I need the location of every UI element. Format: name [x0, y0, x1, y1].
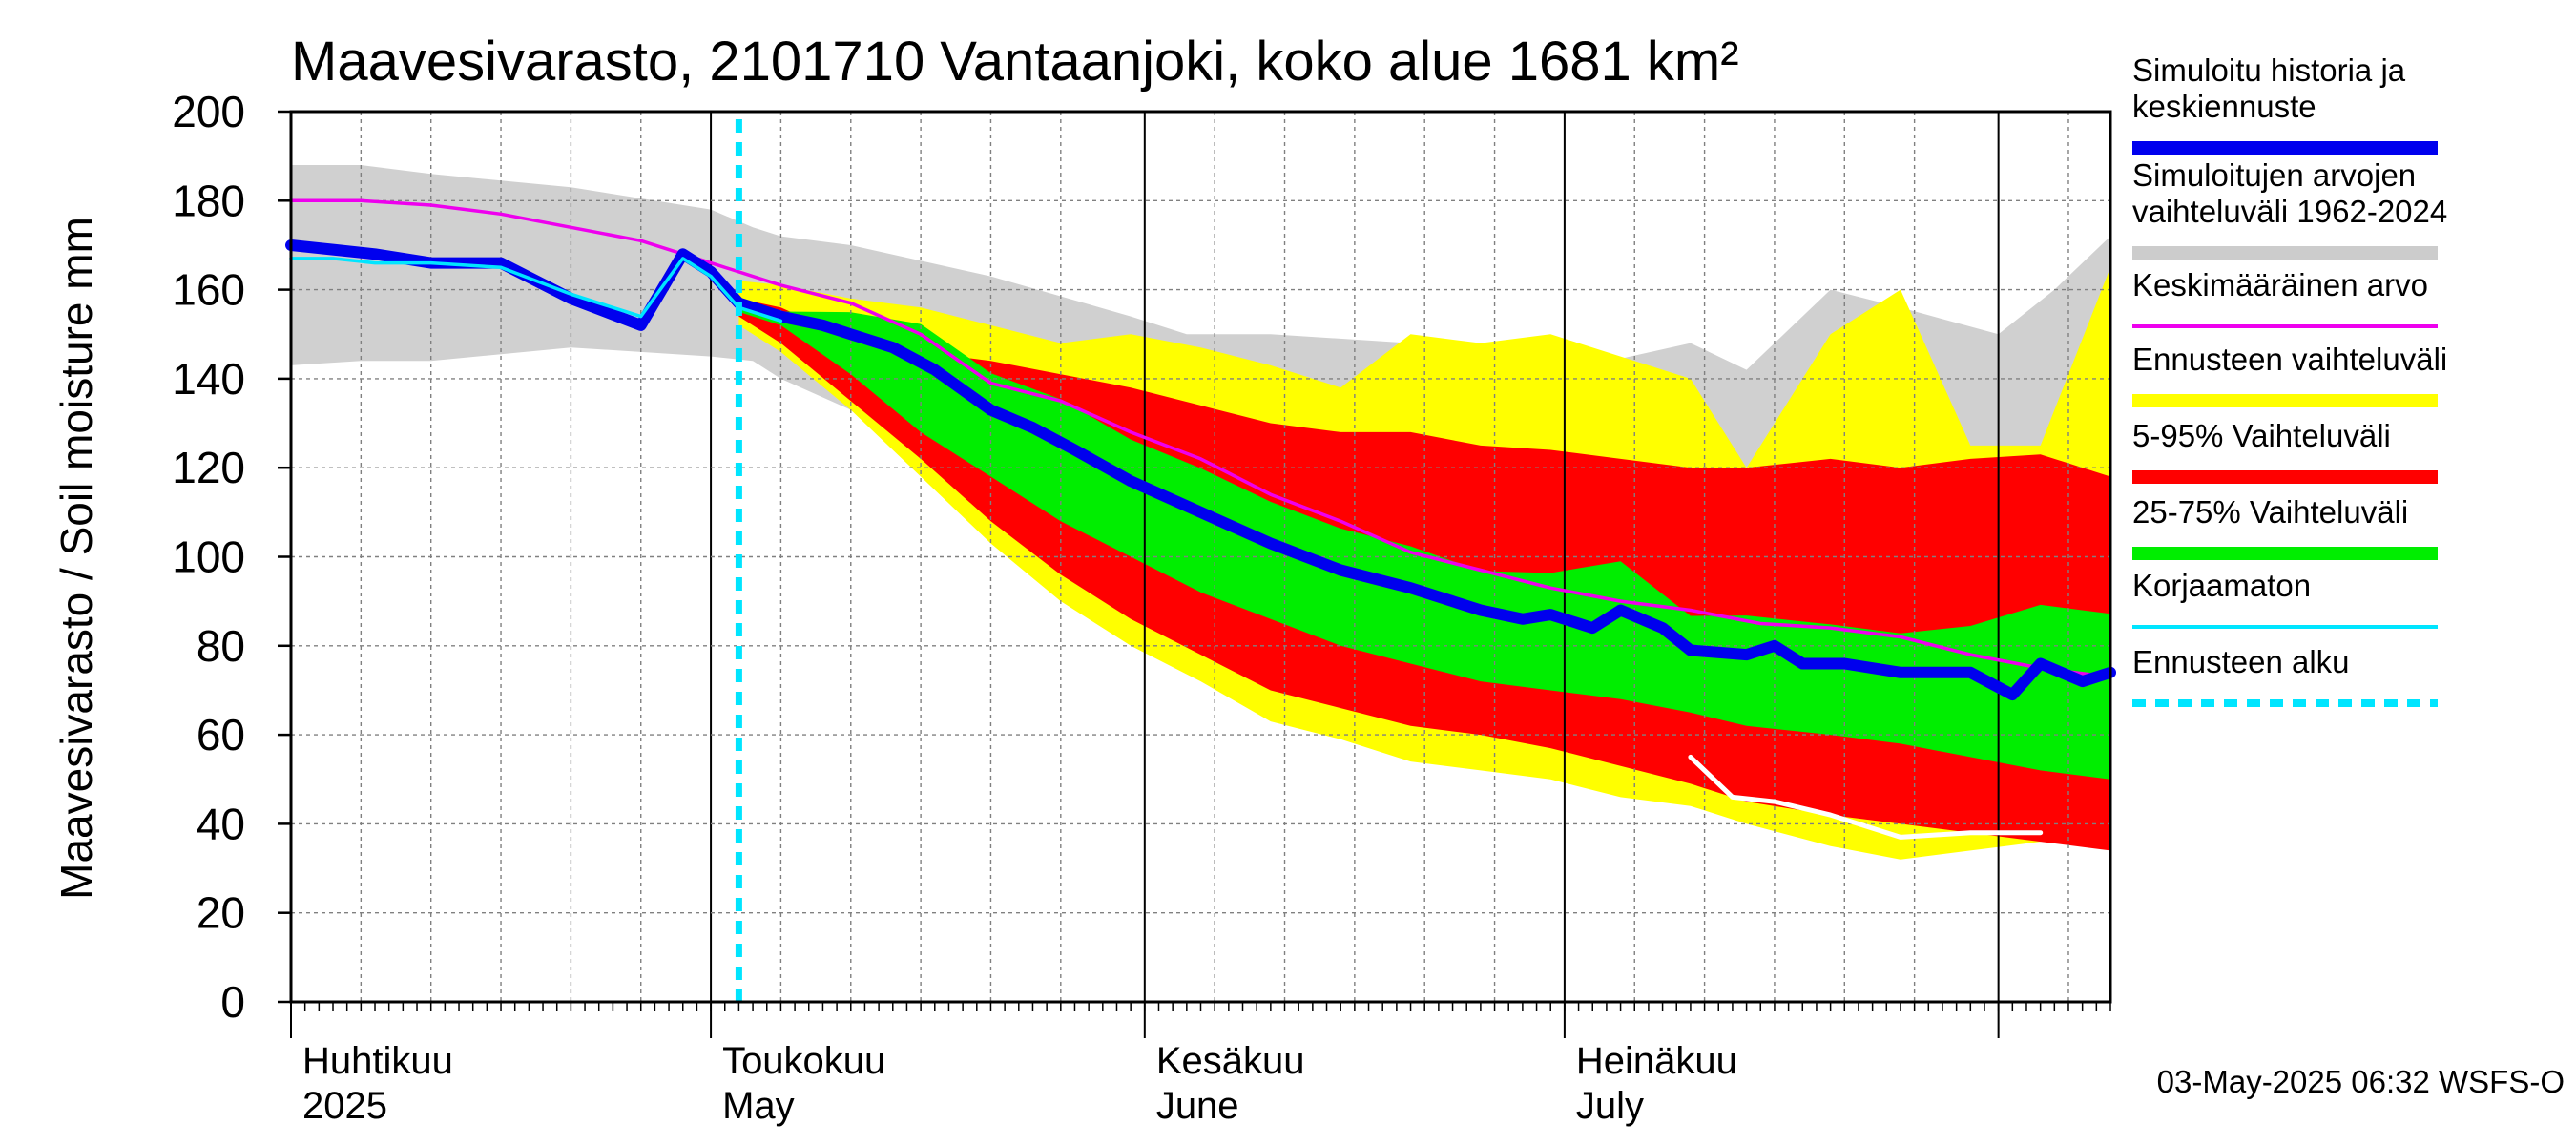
month-label: Huhtikuu — [302, 1040, 453, 1082]
month-sublabel: July — [1576, 1085, 1644, 1127]
average-value-line — [289, 198, 2112, 679]
y-tick-label: 160 — [172, 265, 245, 315]
legend-label: 5-95% Vaihteluväli — [2132, 418, 2391, 453]
month-sublabel: June — [1156, 1085, 1239, 1127]
month-label: Heinäkuu — [1576, 1040, 1737, 1082]
y-tick-label: 200 — [172, 87, 245, 136]
uncorrected-line — [289, 257, 783, 323]
legend-label: Simuloitu historia ja — [2132, 52, 2406, 88]
legend-label: vaihteluväli 1962-2024 — [2132, 194, 2447, 229]
legend-label: Korjaamaton — [2132, 568, 2311, 603]
y-tick-label: 120 — [172, 443, 245, 492]
month-label: Toukokuu — [722, 1040, 885, 1082]
month-label: Kesäkuu — [1156, 1040, 1305, 1082]
month-sublabel: May — [722, 1085, 795, 1127]
y-tick-label: 80 — [197, 621, 245, 671]
legend-label: keskiennuste — [2132, 89, 2316, 124]
legend-label: Ennusteen alku — [2132, 644, 2350, 679]
chart-title: Maavesivarasto, 2101710 Vantaanjoki, kok… — [291, 31, 1739, 93]
y-tick-label: 40 — [197, 799, 245, 848]
y-tick-label: 100 — [172, 532, 245, 582]
legend-label: Simuloitujen arvojen — [2132, 157, 2416, 193]
p25-75-band — [738, 298, 2110, 780]
grid-layer — [290, 112, 2110, 1038]
y-tick-label: 140 — [172, 354, 245, 404]
legend-label: 25-75% Vaihteluväli — [2132, 494, 2408, 530]
y-tick-label: 60 — [197, 710, 245, 760]
y-tick-label: 180 — [172, 176, 245, 225]
line-layer — [285, 119, 2116, 1002]
historical-low-line — [1688, 754, 2044, 840]
legend-label: Ennusteen vaihteluväli — [2132, 342, 2447, 377]
timestamp-footer: 03-May-2025 06:32 WSFS-O — [2157, 1064, 2565, 1099]
legend-label: Keskimääräinen arvo — [2132, 267, 2428, 302]
y-tick-label: 0 — [220, 977, 245, 1027]
y-tick-label: 20 — [197, 888, 245, 938]
month-sublabel: 2025 — [302, 1085, 387, 1127]
y-axis-label: Maavesivarasto / Soil moisture mm — [52, 217, 101, 900]
